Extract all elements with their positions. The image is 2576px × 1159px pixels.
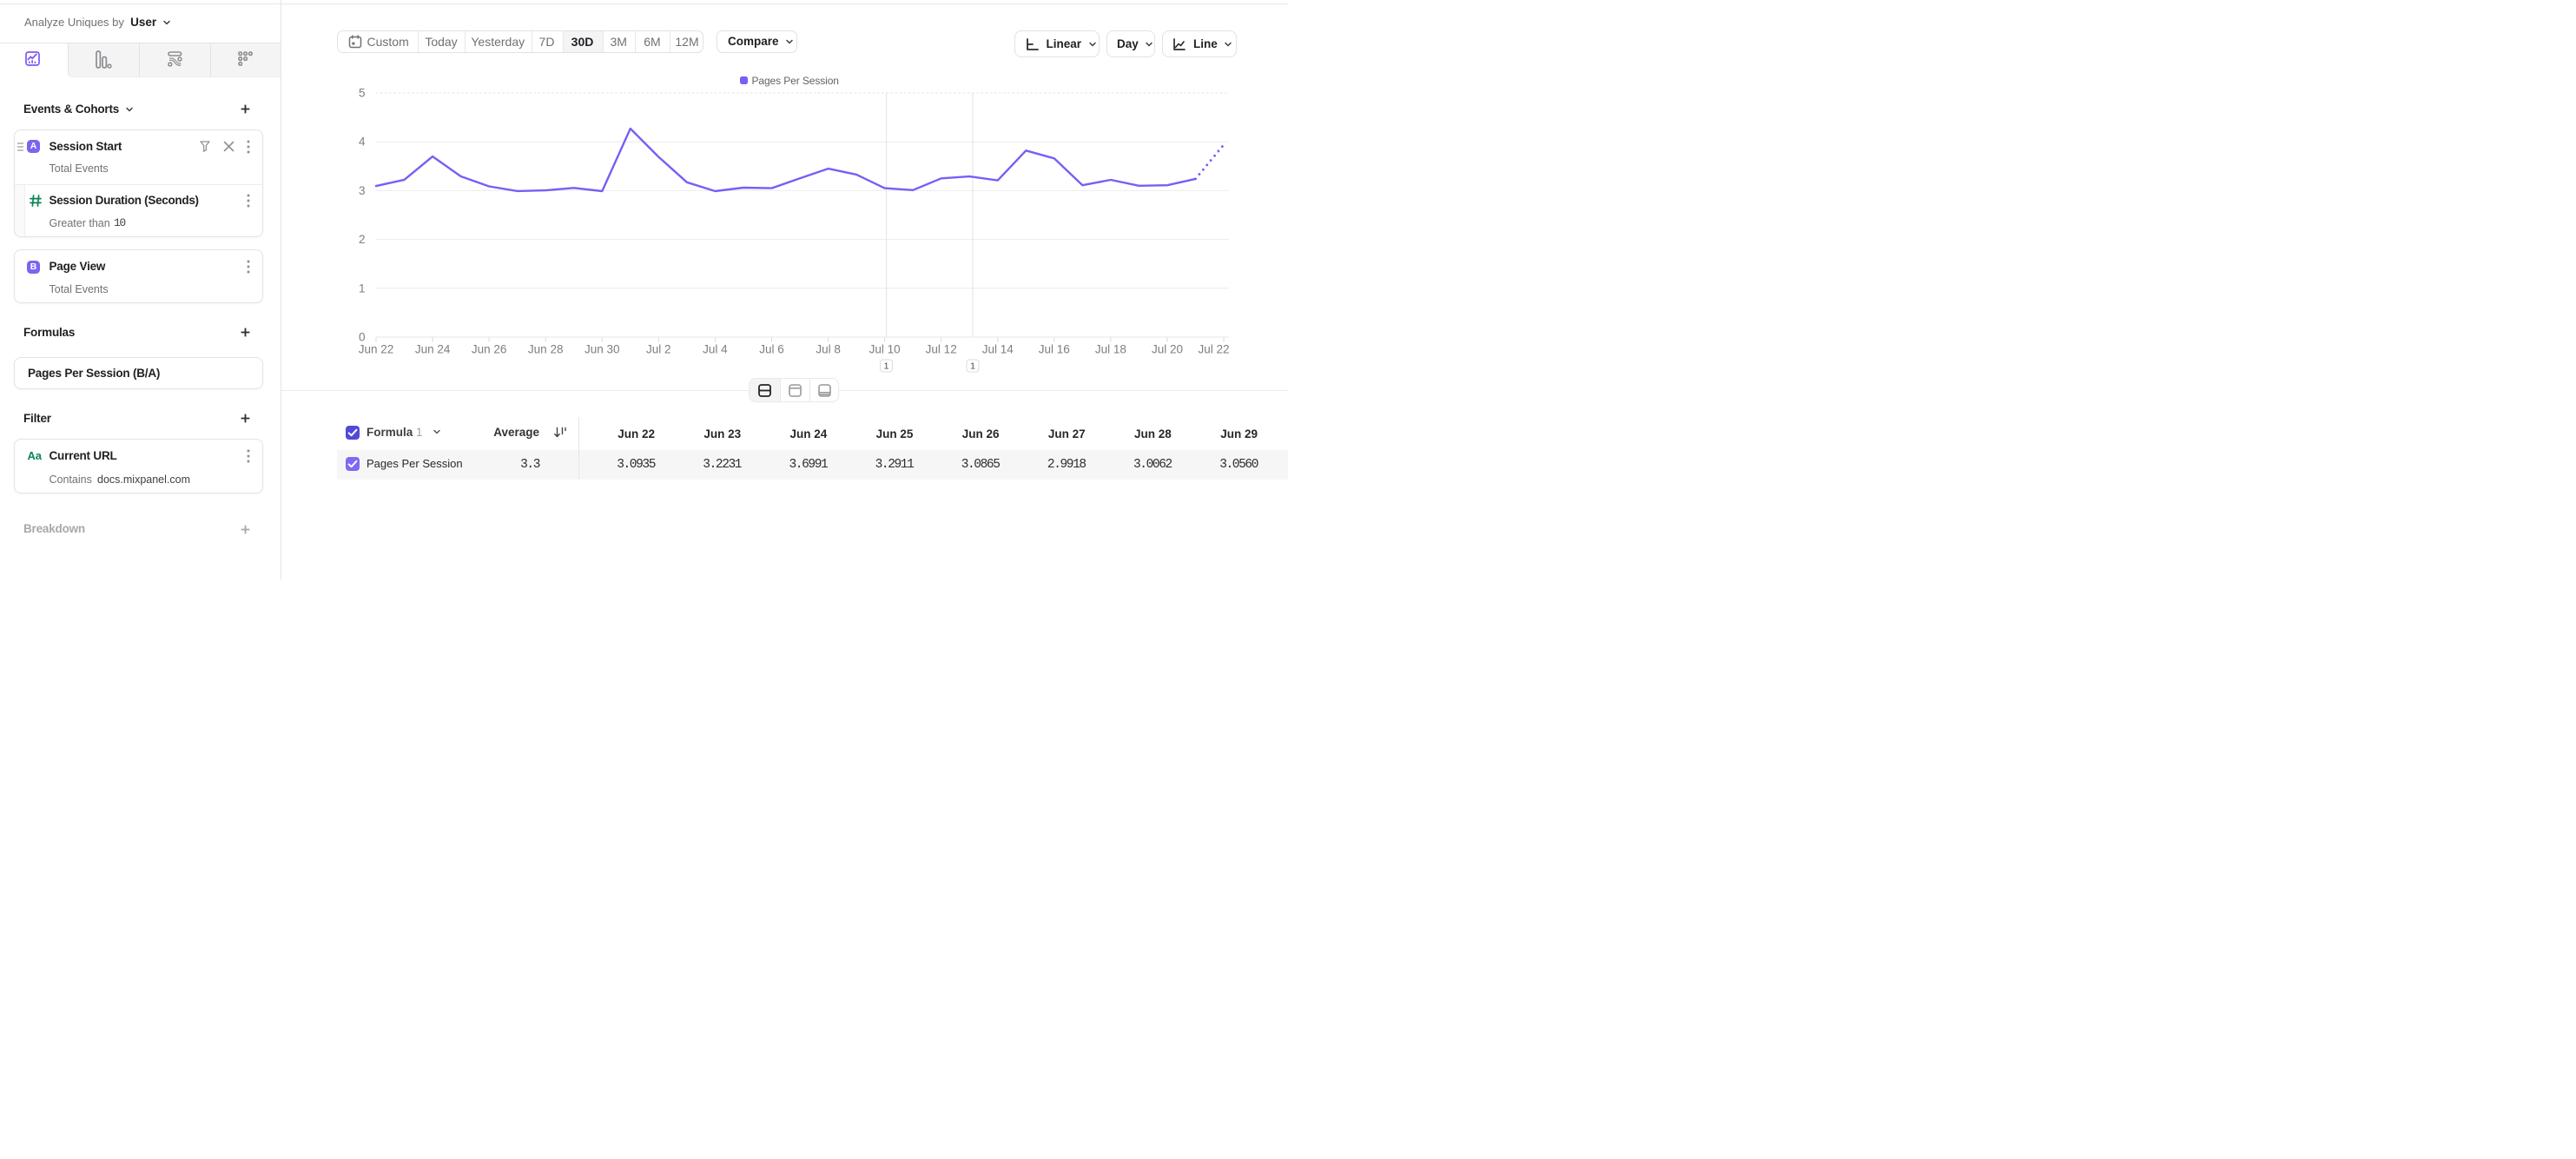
svg-text:1: 1 <box>884 361 889 372</box>
svg-text:Jul 12: Jul 12 <box>926 343 957 356</box>
svg-text:Jun 28: Jun 28 <box>528 343 564 356</box>
svg-text:3: 3 <box>359 184 366 197</box>
svg-text:Jun 26: Jun 26 <box>472 343 507 356</box>
svg-text:Jul 22: Jul 22 <box>1198 343 1229 356</box>
svg-text:Jun 22: Jun 22 <box>359 343 394 356</box>
svg-text:Jul 2: Jul 2 <box>646 343 671 356</box>
svg-text:Jul 18: Jul 18 <box>1095 343 1126 356</box>
svg-text:Jun 30: Jun 30 <box>585 343 620 356</box>
svg-text:1: 1 <box>359 281 366 295</box>
svg-text:4: 4 <box>359 136 366 149</box>
svg-text:5: 5 <box>359 87 366 100</box>
svg-text:1: 1 <box>970 361 975 372</box>
svg-text:Jul 4: Jul 4 <box>703 343 728 356</box>
svg-text:Jul 14: Jul 14 <box>982 343 1014 356</box>
svg-text:0: 0 <box>359 331 366 344</box>
svg-text:Jul 10: Jul 10 <box>869 343 901 356</box>
svg-text:2: 2 <box>359 233 366 246</box>
svg-text:Jul 16: Jul 16 <box>1039 343 1070 356</box>
svg-text:Jun 24: Jun 24 <box>415 343 451 356</box>
svg-text:Jul 20: Jul 20 <box>1152 343 1183 356</box>
svg-text:Jul 6: Jul 6 <box>759 343 784 356</box>
svg-text:Jul 8: Jul 8 <box>816 343 841 356</box>
